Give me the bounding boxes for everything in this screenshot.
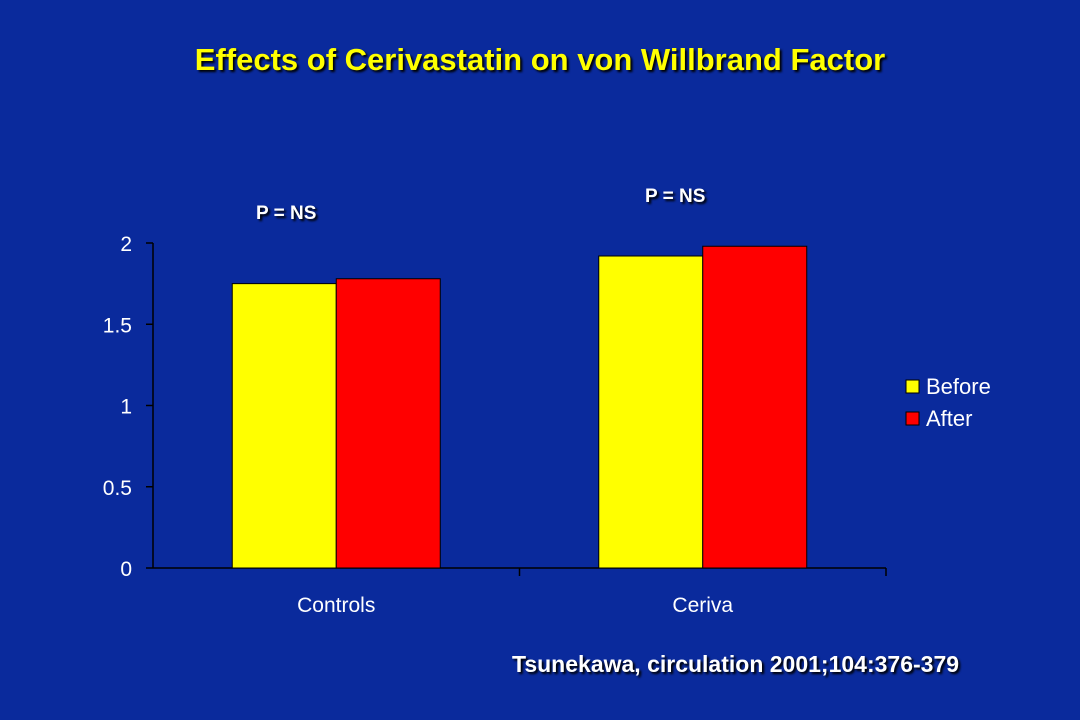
bar-before-controls <box>231 283 337 569</box>
legend-swatch-before <box>905 379 920 394</box>
x-tick-label: Ceriva <box>672 594 733 617</box>
y-tick-label: 0.5 <box>103 477 132 500</box>
bar-before-ceriva <box>598 255 704 569</box>
legend-swatch-after <box>905 411 920 426</box>
legend-label-after: After <box>926 406 972 431</box>
y-tick-label: 0 <box>120 558 132 581</box>
citation: Tsunekawa, circulation 2001;104:376-379 <box>512 651 960 677</box>
legend-label-before: Before <box>926 374 991 399</box>
y-tick-label: 2 <box>120 233 132 256</box>
slide-title: Effects of Cerivastatin on von Willbrand… <box>194 42 886 77</box>
x-tick-label: Controls <box>297 594 375 617</box>
bar-after-ceriva <box>702 245 808 569</box>
p-value-annotation-ceriva: P = NS <box>645 186 706 207</box>
y-tick-label: 1 <box>120 396 132 419</box>
y-tick-label: 1.5 <box>103 314 132 337</box>
bar-after-controls <box>335 278 441 569</box>
p-value-annotation-controls: P = NS <box>256 203 317 224</box>
